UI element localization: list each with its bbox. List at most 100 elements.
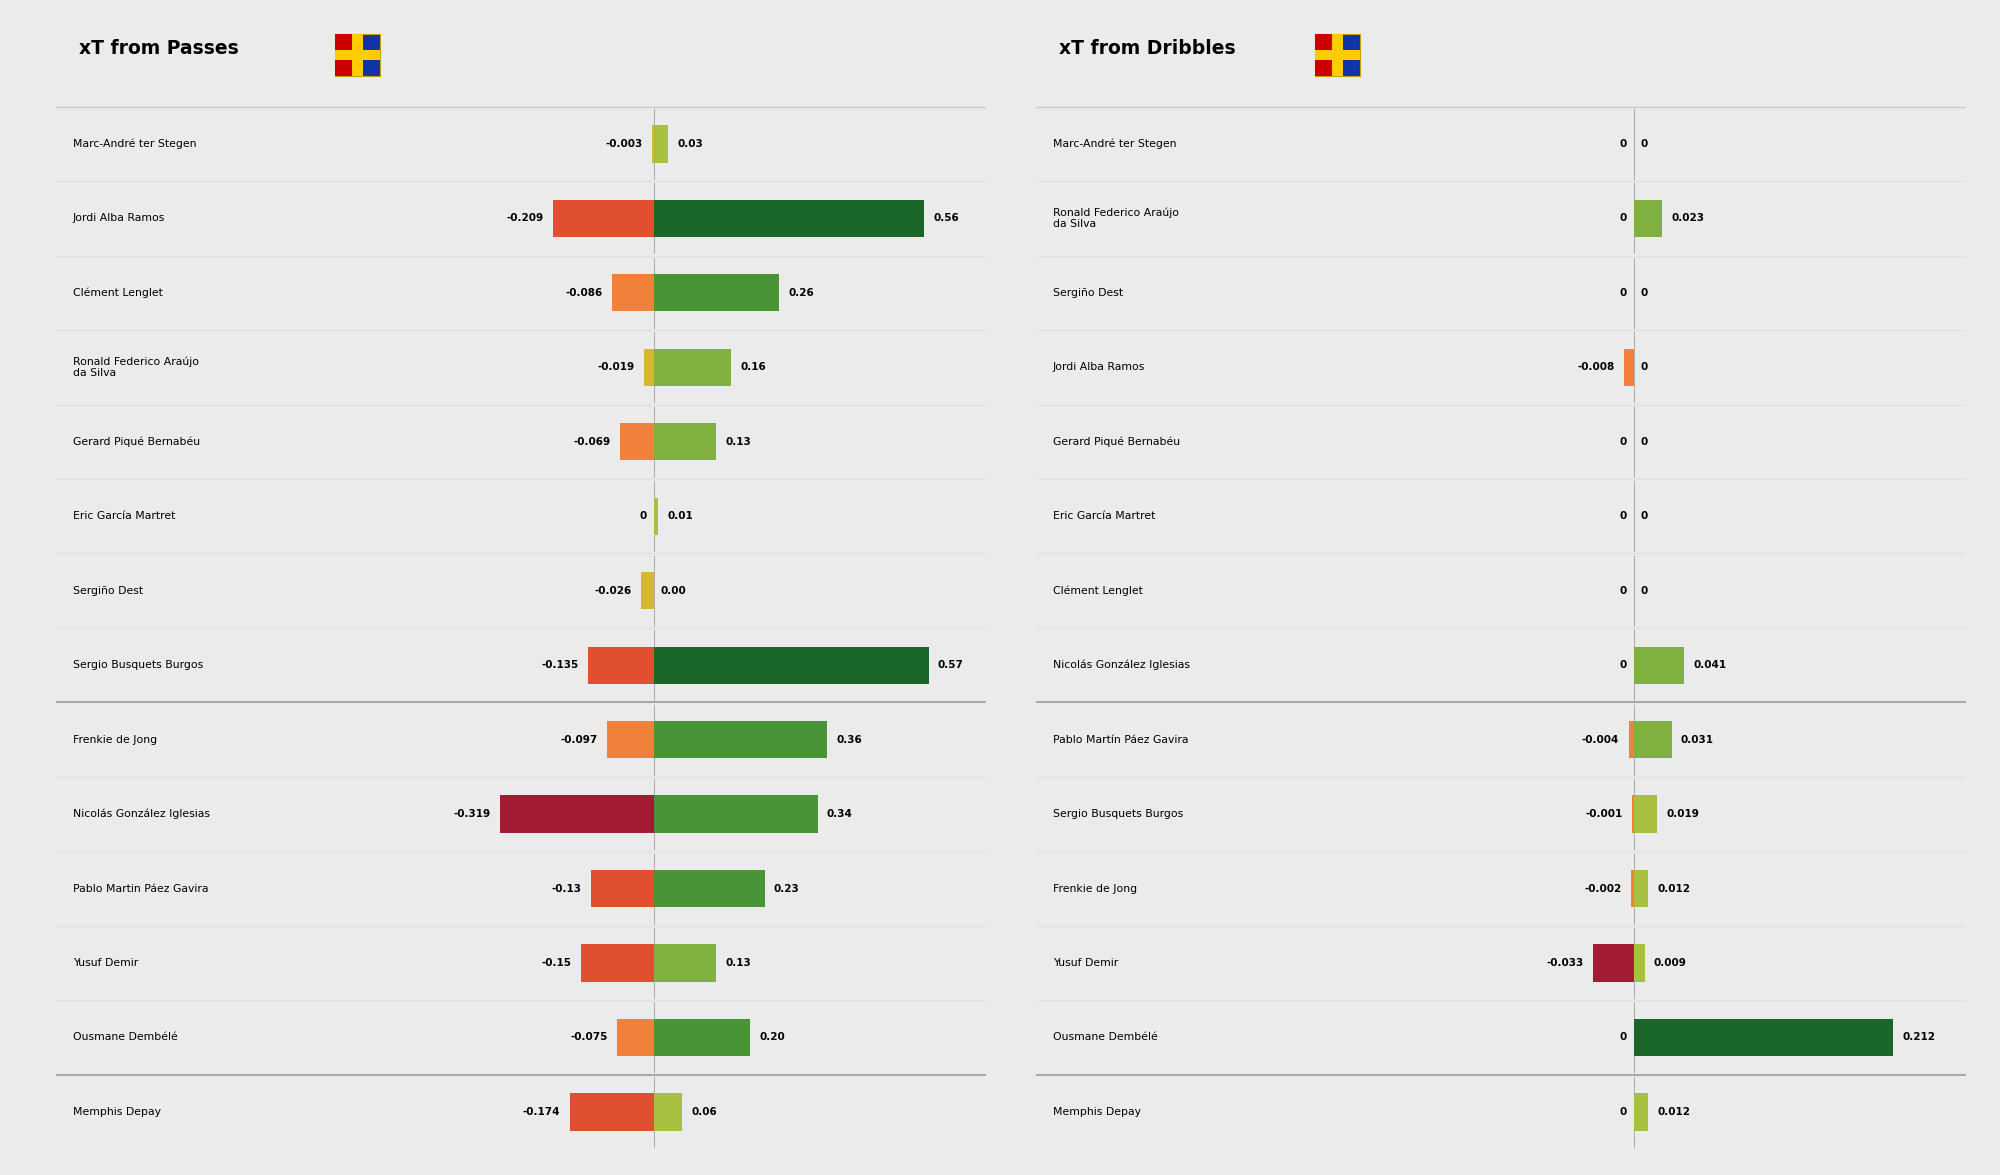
Text: -0.069: -0.069 [574, 437, 610, 447]
Text: 0.00: 0.00 [660, 585, 686, 596]
Text: Ronald Federico Araújo
da Silva: Ronald Federico Araújo da Silva [1052, 207, 1178, 229]
Text: 0: 0 [1620, 214, 1628, 223]
Bar [570, 1093, 654, 1130]
Bar [1624, 349, 1634, 385]
Bar [336, 34, 380, 76]
Text: Pablo Martín Páez Gavira: Pablo Martín Páez Gavira [1052, 734, 1188, 745]
Text: 0.13: 0.13 [726, 437, 752, 447]
Text: 0: 0 [1620, 511, 1628, 522]
Text: 0.009: 0.009 [1654, 958, 1686, 968]
Text: Pablo Martin Páez Gavira: Pablo Martin Páez Gavira [72, 884, 208, 893]
Bar [606, 721, 654, 758]
Text: 0.57: 0.57 [938, 660, 964, 670]
Text: 0.041: 0.041 [1694, 660, 1726, 670]
Text: Clément Lenglet: Clément Lenglet [1052, 585, 1142, 596]
Text: -0.003: -0.003 [606, 139, 642, 149]
Bar [336, 49, 380, 60]
Text: 0.36: 0.36 [836, 734, 862, 745]
Text: Sergio Busquets Burgos: Sergio Busquets Burgos [72, 660, 202, 670]
Text: Eric García Martret: Eric García Martret [72, 511, 176, 522]
Bar [640, 572, 654, 610]
Bar [654, 870, 764, 907]
Text: -0.086: -0.086 [566, 288, 602, 298]
Text: Ronald Federico Araújo
da Silva: Ronald Federico Araújo da Silva [72, 356, 198, 378]
Text: 0: 0 [1620, 1033, 1628, 1042]
Text: Sergiño Dest: Sergiño Dest [72, 585, 142, 596]
Text: 0.16: 0.16 [740, 362, 766, 372]
Bar [654, 423, 716, 461]
Text: 0.20: 0.20 [760, 1033, 786, 1042]
Bar [654, 721, 828, 758]
Text: Marc-André ter Stegen: Marc-André ter Stegen [1052, 139, 1176, 149]
Bar [654, 200, 924, 237]
Text: Yusuf Demir: Yusuf Demir [72, 958, 138, 968]
Bar [1634, 1019, 1894, 1056]
Text: 0.012: 0.012 [1658, 1107, 1690, 1117]
Text: -0.13: -0.13 [552, 884, 582, 893]
Bar [618, 1019, 654, 1056]
Text: -0.033: -0.033 [1546, 958, 1584, 968]
Text: -0.097: -0.097 [560, 734, 598, 745]
Bar [352, 34, 362, 76]
Text: Clément Lenglet: Clément Lenglet [72, 288, 162, 298]
Bar [654, 795, 818, 833]
Text: 0.26: 0.26 [788, 288, 814, 298]
Text: Memphis Depay: Memphis Depay [72, 1107, 160, 1117]
Text: 0.23: 0.23 [774, 884, 800, 893]
Bar [1634, 795, 1656, 833]
Text: Ousmane Dembélé: Ousmane Dembélé [1052, 1033, 1158, 1042]
Text: 0.06: 0.06 [692, 1107, 718, 1117]
Text: 0.012: 0.012 [1658, 884, 1690, 893]
Text: -0.019: -0.019 [598, 362, 636, 372]
Bar [620, 423, 654, 461]
Text: 0: 0 [1620, 288, 1628, 298]
Text: 0: 0 [1620, 660, 1628, 670]
Text: Marc-André ter Stegen: Marc-André ter Stegen [72, 139, 196, 149]
Bar [1316, 34, 1360, 76]
Text: -0.075: -0.075 [570, 1033, 608, 1042]
Text: 0: 0 [1640, 139, 1648, 149]
Text: xT from Passes: xT from Passes [80, 39, 240, 59]
Text: 0: 0 [1640, 437, 1648, 447]
Bar [654, 274, 780, 311]
Bar [1316, 34, 1338, 76]
Text: -0.001: -0.001 [1586, 810, 1622, 819]
Bar [1634, 200, 1662, 237]
Text: 0.13: 0.13 [726, 958, 752, 968]
Text: Sergiño Dest: Sergiño Dest [1052, 288, 1122, 298]
Bar [1332, 34, 1342, 76]
Text: 0.212: 0.212 [1902, 1033, 1936, 1042]
Text: -0.002: -0.002 [1584, 884, 1622, 893]
Text: Nicolás González Iglesias: Nicolás González Iglesias [72, 808, 210, 819]
Text: 0.023: 0.023 [1672, 214, 1704, 223]
Text: 0: 0 [1620, 1107, 1628, 1117]
Bar [1628, 721, 1634, 758]
Text: xT from Dribbles: xT from Dribbles [1060, 39, 1236, 59]
Bar [1316, 49, 1360, 60]
Text: 0: 0 [1620, 437, 1628, 447]
Bar [654, 126, 668, 162]
Bar [654, 1093, 682, 1130]
Bar [1634, 1093, 1648, 1130]
Text: Ousmane Dembélé: Ousmane Dembélé [72, 1033, 178, 1042]
Text: Gerard Piqué Bernabéu: Gerard Piqué Bernabéu [72, 437, 200, 447]
Bar [1634, 945, 1644, 981]
Text: -0.135: -0.135 [542, 660, 580, 670]
Text: Sergio Busquets Burgos: Sergio Busquets Burgos [1052, 810, 1182, 819]
Text: -0.209: -0.209 [506, 214, 544, 223]
Text: 0.56: 0.56 [934, 214, 958, 223]
Bar [654, 945, 716, 981]
Bar [1634, 721, 1672, 758]
Bar [654, 349, 730, 385]
Bar [644, 349, 654, 385]
Bar [500, 795, 654, 833]
Text: 0: 0 [1640, 362, 1648, 372]
Bar [1632, 870, 1634, 907]
Bar [1594, 945, 1634, 981]
Text: Jordi Alba Ramos: Jordi Alba Ramos [1052, 362, 1146, 372]
Bar [612, 274, 654, 311]
Text: -0.008: -0.008 [1578, 362, 1614, 372]
Text: -0.174: -0.174 [522, 1107, 560, 1117]
Bar [1634, 870, 1648, 907]
Text: 0: 0 [1640, 511, 1648, 522]
